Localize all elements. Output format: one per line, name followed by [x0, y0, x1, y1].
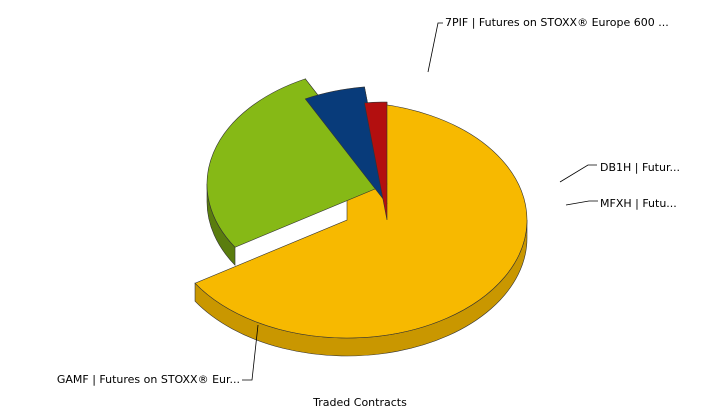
pie-tops	[194, 78, 528, 339]
pie-slice	[364, 101, 388, 221]
pie-leaders	[242, 22, 598, 381]
pie-leader-line	[427, 22, 443, 73]
pie-slice-label: MFXH | Futu...	[600, 197, 677, 210]
pie-slice-label: GAMF | Futures on STOXX® Eur...	[57, 373, 240, 386]
pie-slice-label: 7PIF | Futures on STOXX® Europe 600 ...	[445, 16, 669, 29]
pie-leader-line	[242, 324, 259, 381]
pie-slice	[206, 78, 388, 248]
pie-leader-line	[559, 164, 597, 183]
pie-slice-label: DB1H | Futur...	[600, 161, 680, 174]
pie-leader-line	[565, 200, 598, 206]
chart-title: Traded Contracts	[313, 396, 407, 409]
pie-labels: GAMF | Futures on STOXX® Eur... 7PIF | Fu…	[57, 16, 680, 386]
pie-slice	[304, 86, 388, 205]
pie-slice	[194, 101, 528, 339]
